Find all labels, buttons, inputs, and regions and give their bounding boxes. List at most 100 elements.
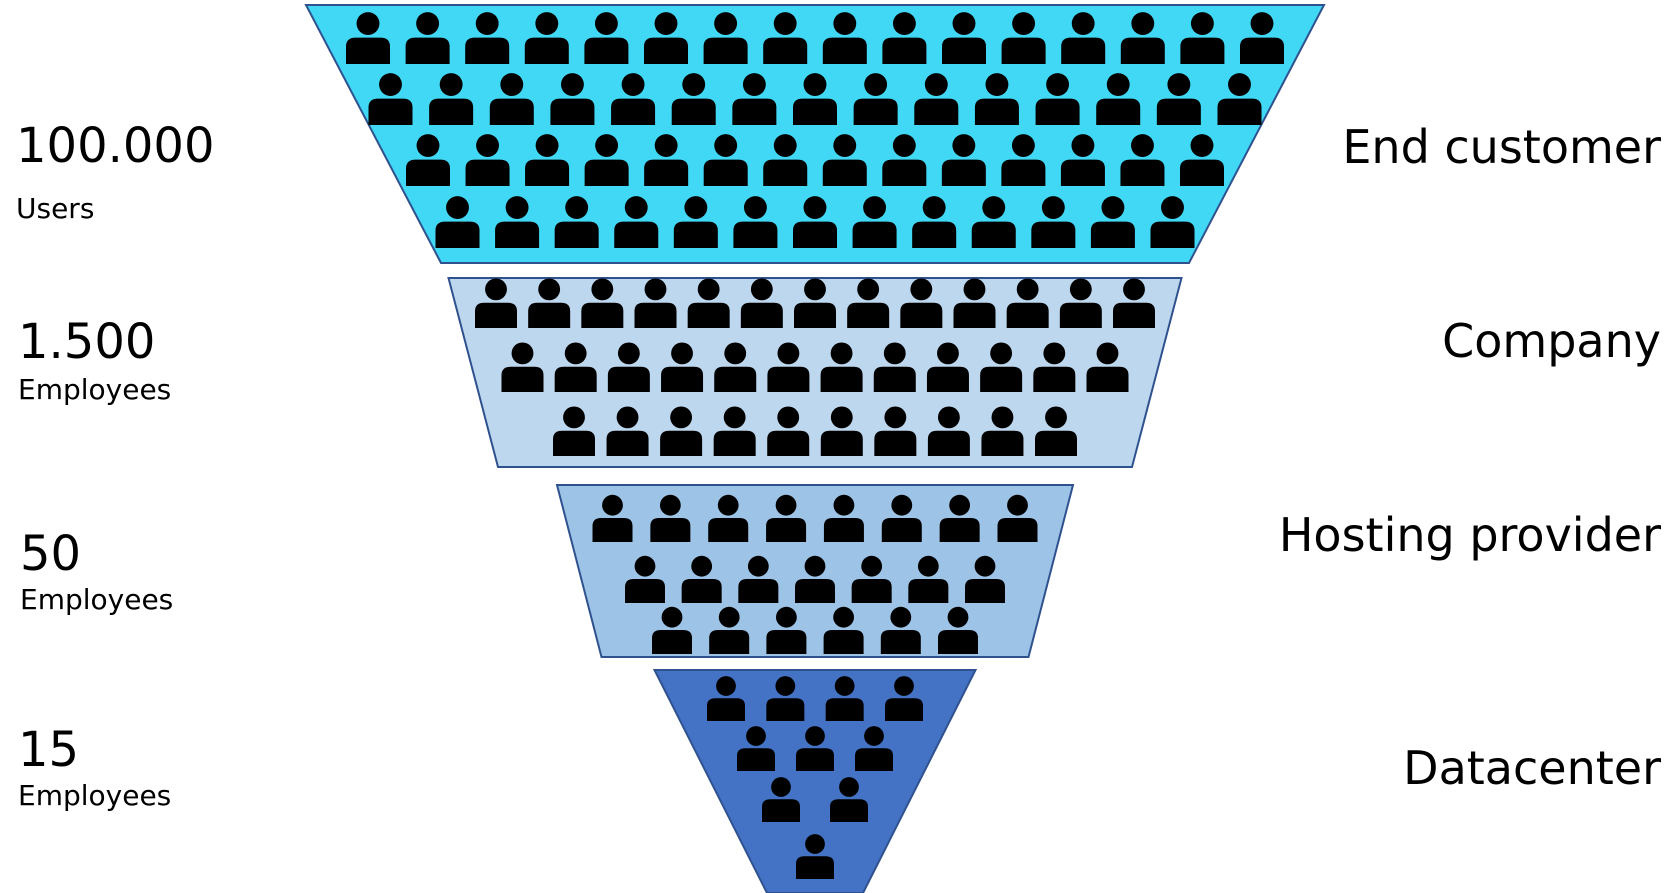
tier-1-name: Company <box>1442 314 1661 368</box>
person-icon <box>733 196 778 248</box>
person-icon <box>528 278 571 328</box>
person-icon <box>793 73 837 125</box>
person-icon <box>823 494 864 542</box>
person-icon <box>766 494 807 542</box>
person-icon <box>1150 196 1195 248</box>
person-icon <box>625 555 665 603</box>
person-icon <box>767 406 810 456</box>
person-icon <box>553 406 595 456</box>
person-icon <box>644 134 689 186</box>
tier-0-name: End customer <box>1342 120 1661 174</box>
person-icon <box>971 196 1016 248</box>
person-icon <box>429 73 474 125</box>
person-icon <box>914 73 959 125</box>
person-icon <box>912 196 957 248</box>
person-icon <box>606 406 649 456</box>
person-icon <box>974 73 1019 125</box>
person-icon <box>796 834 834 879</box>
tier-2-unit: Employees <box>20 583 174 616</box>
tier-0-shape <box>304 4 1326 264</box>
person-icon <box>703 12 748 64</box>
person-icon <box>1001 134 1046 186</box>
person-icon <box>830 777 868 822</box>
person-icon <box>1240 12 1284 64</box>
person-icon <box>851 555 892 603</box>
person-icon <box>554 342 597 392</box>
person-icon <box>475 278 517 328</box>
person-icon <box>926 342 969 392</box>
person-icon <box>650 494 691 542</box>
person-icon <box>732 73 777 125</box>
tier-0-count: 100.000 <box>16 118 215 174</box>
person-icon <box>1096 73 1141 125</box>
person-icon <box>524 12 569 64</box>
person-icon <box>855 726 893 771</box>
person-icon <box>882 134 927 186</box>
person-icon <box>908 555 949 603</box>
person-icon <box>882 12 927 64</box>
person-icon <box>1086 342 1129 392</box>
person-icon <box>1120 12 1165 64</box>
person-icon <box>873 342 916 392</box>
person-icon <box>709 606 750 654</box>
person-icon <box>820 406 863 456</box>
person-icon <box>592 494 633 542</box>
person-icon <box>881 494 922 542</box>
person-icon <box>885 676 923 721</box>
person-icon <box>1120 134 1165 186</box>
person-icon <box>794 278 836 328</box>
person-icon <box>1031 196 1076 248</box>
tier-3-name: Datacenter <box>1403 741 1661 795</box>
person-icon <box>938 606 978 654</box>
person-icon <box>634 278 677 328</box>
person-icon <box>550 73 595 125</box>
person-icon <box>847 278 890 328</box>
person-icon <box>762 777 800 822</box>
person-icon <box>495 196 540 248</box>
person-icon <box>767 342 810 392</box>
person-icon <box>614 196 659 248</box>
person-icon <box>852 196 897 248</box>
person-icon <box>1061 12 1106 64</box>
person-icon <box>673 196 718 248</box>
person-icon <box>1033 342 1076 392</box>
person-icon <box>981 406 1024 456</box>
person-icon <box>368 73 413 125</box>
person-icon <box>1090 196 1135 248</box>
person-icon <box>584 12 629 64</box>
person-icon <box>584 134 629 186</box>
person-icon <box>825 676 864 721</box>
person-icon <box>652 606 692 654</box>
person-icon <box>1180 134 1224 186</box>
person-icon <box>661 342 704 392</box>
person-icon <box>900 278 943 328</box>
person-icon <box>823 606 864 654</box>
person-icon <box>939 494 980 542</box>
person-icon <box>435 196 480 248</box>
person-icon <box>1180 12 1225 64</box>
person-icon <box>737 726 775 771</box>
person-icon <box>581 278 624 328</box>
person-icon <box>763 12 808 64</box>
tier-0-unit: Users <box>16 192 95 225</box>
person-icon <box>738 555 779 603</box>
person-icon <box>1217 73 1262 125</box>
person-icon <box>660 406 703 456</box>
person-icon <box>708 494 749 542</box>
person-icon <box>766 606 807 654</box>
person-icon <box>1035 406 1077 456</box>
person-icon <box>965 555 1005 603</box>
person-icon <box>820 342 863 392</box>
person-icon <box>707 676 745 721</box>
person-icon <box>465 134 510 186</box>
tier-3-count: 15 <box>18 722 80 778</box>
person-icon <box>525 134 570 186</box>
person-icon <box>740 278 783 328</box>
person-icon <box>941 134 986 186</box>
person-icon <box>980 342 1023 392</box>
person-icon <box>763 134 808 186</box>
tier-3-unit: Employees <box>18 779 172 812</box>
person-icon <box>405 12 450 64</box>
